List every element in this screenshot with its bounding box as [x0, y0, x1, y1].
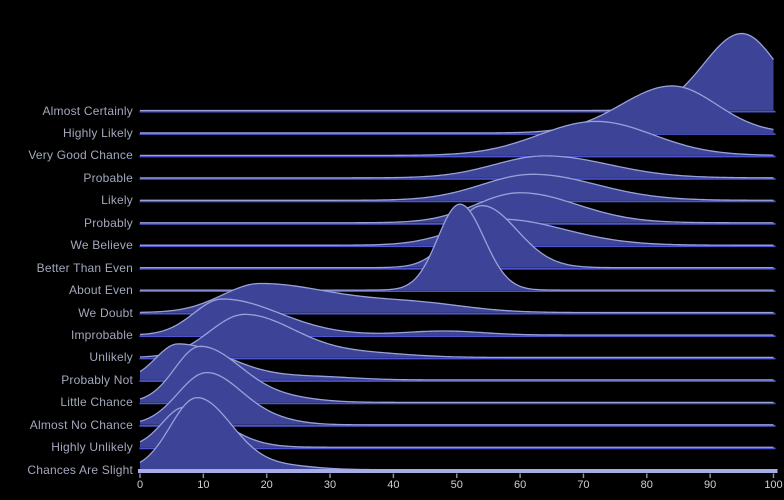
- density-outline-highly-unlikely: [139, 406, 774, 448]
- density-outline-unlikely: [139, 313, 774, 359]
- axis-tick-label: 30: [324, 479, 336, 491]
- axis-tick-label: 90: [704, 479, 716, 491]
- category-label-probable: Probable: [83, 170, 133, 185]
- axis-tick-label: 0: [137, 479, 143, 491]
- category-label-highly-unlikely: Highly Unlikely: [51, 440, 133, 455]
- density-fill-we-doubt: [140, 283, 774, 313]
- density-outline-we-doubt: [139, 282, 774, 314]
- category-label-chances-are-slight: Chances Are Slight: [27, 462, 133, 477]
- density-outline-highly-likely: [140, 85, 774, 134]
- category-label-very-good-chance: Very Good Chance: [28, 148, 133, 163]
- density-outline-probable: [140, 155, 774, 179]
- axis-tick-label: 10: [197, 479, 209, 491]
- category-label-unlikely: Unlikely: [89, 350, 133, 365]
- category-label-we-doubt: We Doubt: [78, 305, 133, 320]
- density-fill-likely: [140, 174, 774, 201]
- axis-tick-label: 80: [641, 479, 653, 491]
- density-outline-probably-not: [139, 343, 774, 381]
- density-fill-chances-are-slight: [140, 397, 774, 470]
- category-label-probably-not: Probably Not: [61, 372, 133, 387]
- axis-tick-label: 40: [387, 479, 399, 491]
- density-fill-probable: [140, 155, 774, 178]
- category-label-we-believe: We Believe: [70, 238, 133, 253]
- category-label-highly-likely: Highly Likely: [63, 125, 133, 140]
- category-label-better-than-even: Better Than Even: [36, 260, 133, 275]
- density-fill-unlikely: [140, 314, 774, 358]
- axis-tick-label: 50: [451, 479, 463, 491]
- axis-tick-label: 60: [514, 479, 526, 491]
- density-outline-very-good-chance: [140, 120, 774, 157]
- category-label-almost-no-chance: Almost No Chance: [29, 417, 133, 432]
- axis-tick-label: 20: [261, 479, 273, 491]
- category-label-almost-certainly: Almost Certainly: [42, 103, 133, 118]
- axis-tick-label: 70: [577, 479, 589, 491]
- density-fill-highly-likely: [140, 85, 774, 133]
- density-fill-improbable: [140, 299, 774, 335]
- density-outline-improbable: [139, 298, 774, 336]
- axis-tick-label: 100: [764, 479, 782, 491]
- category-label-improbable: Improbable: [70, 328, 133, 342]
- category-label-little-chance: Little Chance: [60, 395, 133, 410]
- density-outline-little-chance: [139, 345, 774, 403]
- density-outline-likely: [140, 173, 774, 201]
- density-fill-about-even: [140, 204, 774, 291]
- density-fill-very-good-chance: [140, 121, 774, 156]
- density-outline-almost-no-chance: [139, 371, 774, 426]
- category-label-probably: Probably: [84, 215, 133, 230]
- category-label-likely: Likely: [101, 193, 133, 208]
- category-label-about-even: About Even: [68, 283, 133, 298]
